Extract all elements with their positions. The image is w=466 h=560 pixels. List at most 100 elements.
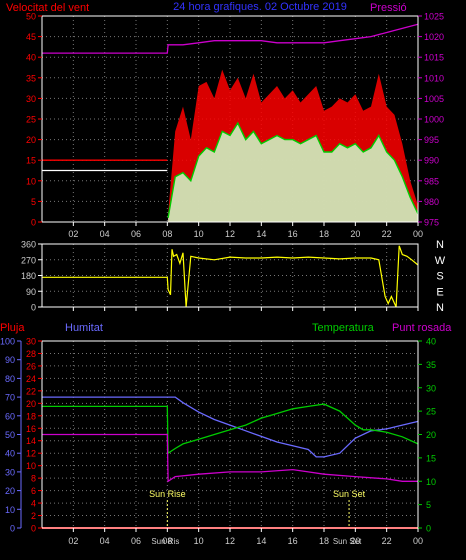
pressure-tick-label: 980 <box>424 197 439 207</box>
rain-tick-label: 18 <box>26 411 36 421</box>
rain-tick-label: 12 <box>26 449 36 459</box>
wind-average-line <box>167 121 419 219</box>
direction-tick-label: 90 <box>26 287 36 297</box>
pressure-tick-label: 1010 <box>424 73 444 83</box>
direction-tick-label: 0 <box>31 303 36 313</box>
rain-tick-label: 24 <box>26 374 36 384</box>
wind-speed-tick-label: 40 <box>26 53 36 63</box>
wind-speed-tick-label: 45 <box>26 32 36 42</box>
sun-marker-label: Sun Set <box>333 489 366 499</box>
wind-speed-tick-label: 25 <box>26 115 36 125</box>
temperature-tick-label: 35 <box>426 360 436 370</box>
temp-panel-grid <box>42 341 419 528</box>
rain-tick-label: 28 <box>26 349 36 359</box>
pressure-tick-label: 1025 <box>424 12 444 22</box>
wind-x-tick-label: 12 <box>225 229 235 239</box>
temperature-tick-label: 30 <box>426 383 436 393</box>
humidity-title: Humitat <box>65 322 103 334</box>
rain-tick-label: 4 <box>31 499 36 509</box>
compass-label: N <box>436 302 444 314</box>
temp-x-tick-label: 16 <box>288 536 298 546</box>
pressure-tick-label: 1020 <box>424 32 444 42</box>
temp-x-tick-label: 04 <box>100 536 110 546</box>
humidity-tick-label: 70 <box>5 393 15 403</box>
temp-x-tick-label: 22 <box>382 536 392 546</box>
temp-panel-series <box>42 396 419 529</box>
temp-x-tick-label: 10 <box>194 536 204 546</box>
sun-marker-axis-label: Sun Ris <box>151 537 179 546</box>
temp-x-tick-label: 18 <box>319 536 329 546</box>
rain-tick-label: 22 <box>26 386 36 396</box>
pressure-tick-label: 1000 <box>424 115 444 125</box>
temp-panel-axes: 0102030405060708090100024681012141618202… <box>0 337 436 547</box>
pressure-tick-label: 1005 <box>424 94 444 104</box>
wind-speed-tick-label: 30 <box>26 94 36 104</box>
wind-x-tick-label: 06 <box>131 229 141 239</box>
wind-speed-tick-label: 15 <box>26 156 36 166</box>
wind-speed-tick-label: 20 <box>26 135 36 145</box>
dewpoint-line <box>42 433 418 483</box>
wind-x-tick-label: 04 <box>100 229 110 239</box>
wind-x-tick-label: 08 <box>162 229 172 239</box>
pressure-tick-label: 975 <box>424 218 439 228</box>
pressure-line <box>42 23 419 54</box>
wind-x-tick-label: 10 <box>194 229 204 239</box>
wind-speed-tick-label: 35 <box>26 73 36 83</box>
wind-x-tick-label: 20 <box>350 229 360 239</box>
humidity-tick-label: 80 <box>5 374 15 384</box>
temp-x-tick-label: 14 <box>256 536 266 546</box>
direction-panel-grid <box>42 244 419 307</box>
wind-x-tick-label: 00 <box>413 229 423 239</box>
compass-label: W <box>435 255 446 267</box>
humidity-tick-label: 100 <box>0 337 15 347</box>
rain-title: Pluja <box>0 322 25 334</box>
humidity-line <box>42 396 419 458</box>
sun-marker-label: Sun Rise <box>149 489 186 499</box>
rain-tick-label: 14 <box>26 436 36 446</box>
humidity-tick-label: 40 <box>5 449 15 459</box>
rain-tick-label: 30 <box>26 337 36 347</box>
temperature-tick-label: 40 <box>426 337 436 347</box>
temperature-tick-label: 20 <box>426 430 436 440</box>
temp-x-tick-label: 20 <box>350 536 360 546</box>
pressure-tick-label: 995 <box>424 135 439 145</box>
rain-tick-label: 20 <box>26 399 36 409</box>
pressure-tick-label: 985 <box>424 176 439 186</box>
rain-tick-label: 10 <box>26 461 36 471</box>
direction-tick-label: 360 <box>21 240 36 250</box>
wind-speed-tick-label: 0 <box>31 218 36 228</box>
humidity-tick-label: 50 <box>5 430 15 440</box>
temp-x-tick-label: 12 <box>225 536 235 546</box>
direction-tick-label: 270 <box>21 255 36 265</box>
temperature-tick-label: 5 <box>426 500 431 510</box>
wind-direction-line <box>42 245 419 308</box>
temp-x-tick-label: 00 <box>413 536 423 546</box>
humidity-tick-label: 90 <box>5 355 15 365</box>
temperature-tick-label: 0 <box>426 524 431 534</box>
wind-x-tick-label: 14 <box>256 229 266 239</box>
temp-x-tick-label: 06 <box>131 536 141 546</box>
rain-tick-label: 26 <box>26 361 36 371</box>
direction-tick-label: 180 <box>21 271 36 281</box>
wind-speed-tick-label: 5 <box>31 197 36 207</box>
wind-panel-axes: 0510152025303540455097598098599099510001… <box>26 12 444 240</box>
rain-tick-label: 8 <box>31 474 36 484</box>
temperature-tick-label: 25 <box>426 407 436 417</box>
sun-marker-axis-label: Sun Set <box>333 537 362 546</box>
wind-panel-series <box>42 23 419 222</box>
pressure-tick-label: 990 <box>424 156 439 166</box>
wind-x-tick-label: 02 <box>68 229 78 239</box>
temperature-tick-label: 15 <box>426 453 436 463</box>
wind-speed-tick-label: 50 <box>26 12 36 22</box>
compass-label: S <box>436 271 443 283</box>
dewpoint-title: Punt rosada <box>392 322 452 334</box>
wind-x-tick-label: 22 <box>382 229 392 239</box>
humidity-tick-label: 10 <box>5 505 15 515</box>
pressure-tick-label: 1015 <box>424 53 444 63</box>
temp-x-tick-label: 08 <box>162 536 172 546</box>
wind-speed-title: Velocitat del vent <box>6 2 89 14</box>
wind-x-tick-label: 18 <box>319 229 329 239</box>
